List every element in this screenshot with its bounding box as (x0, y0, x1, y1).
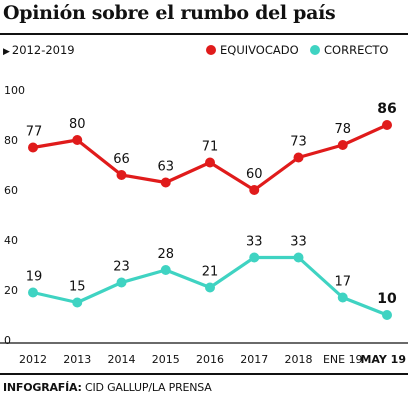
y-tick-label: 40 (4, 234, 18, 247)
data-point-equivocado (72, 135, 83, 145)
x-tick-label: 2013 (63, 353, 91, 366)
data-point-correcto (249, 252, 260, 263)
data-point-correcto (205, 282, 215, 293)
data-point-correcto (72, 297, 83, 308)
data-label-correcto: 23 (113, 260, 130, 275)
legend-label-equivocado: EQUIVOCADO (220, 43, 299, 57)
data-label-equivocado: 60 (246, 167, 263, 182)
period-label: ▶ 2012-2019 (3, 43, 75, 57)
legend-dot-icon (206, 45, 216, 55)
data-label-correcto: 21 (202, 265, 219, 280)
legend-dot-icon (310, 45, 320, 55)
data-point-correcto (382, 310, 392, 320)
y-tick-label: 80 (4, 134, 18, 147)
x-tick-label: 2014 (108, 353, 136, 366)
legend-bar: ▶ 2012-2019 EQUIVOCADO CORRECTO (0, 40, 408, 62)
data-label-correcto: 33 (290, 235, 307, 250)
data-label-equivocado: 77 (26, 125, 43, 140)
data-point-correcto (293, 252, 304, 263)
x-tick-label: 2015 (152, 353, 180, 366)
data-point-equivocado (116, 170, 127, 180)
x-tick-label: MAY 19 (360, 353, 406, 366)
data-point-correcto (28, 287, 38, 298)
data-point-equivocado (160, 177, 171, 188)
data-label-equivocado: 73 (290, 135, 307, 150)
data-point-correcto (160, 265, 171, 275)
data-label-equivocado: 71 (202, 140, 219, 155)
data-point-correcto (116, 277, 127, 288)
source-credit: INFOGRAFÍA: CID GALLUP/LA PRENSA (3, 381, 212, 394)
x-tick-label: 2012 (19, 353, 47, 366)
legend-label-correcto: CORRECTO (324, 43, 389, 57)
data-label-correcto: 10 (377, 291, 397, 307)
footer-divider (0, 373, 408, 375)
legend-item-correcto: CORRECTO (310, 43, 388, 57)
source-text: CID GALLUP/LA PRENSA (85, 381, 212, 394)
legend-item-equivocado: EQUIVOCADO (206, 43, 299, 57)
data-point-equivocado (293, 152, 304, 163)
data-label-equivocado: 86 (377, 101, 396, 117)
data-point-equivocado (28, 142, 38, 153)
period-text: 2012-2019 (11, 43, 75, 57)
data-label-equivocado: 80 (69, 117, 86, 132)
title-divider (0, 33, 408, 35)
y-tick-label: 0 (4, 334, 11, 347)
data-point-equivocado (205, 157, 215, 168)
y-tick-label: 60 (4, 184, 18, 197)
play-arrow-icon: ▶ (3, 47, 10, 57)
data-label-correcto: 19 (26, 270, 43, 285)
data-label-equivocado: 63 (157, 160, 174, 175)
data-point-correcto (337, 292, 348, 303)
x-tick-label: 2017 (240, 353, 268, 366)
y-tick-label: 20 (4, 284, 18, 297)
data-label-equivocado: 78 (334, 122, 351, 137)
data-label-correcto: 17 (334, 275, 351, 290)
x-tick-label: 2018 (285, 353, 313, 366)
x-tick-label: ENE 19 (323, 353, 363, 366)
data-point-equivocado (382, 120, 392, 130)
data-label-equivocado: 66 (113, 152, 130, 167)
data-point-equivocado (249, 185, 260, 195)
data-label-correcto: 33 (246, 235, 263, 250)
data-label-correcto: 15 (69, 280, 86, 295)
y-tick-label: 100 (4, 84, 25, 97)
data-label-correcto: 28 (157, 247, 174, 262)
x-tick-label: 2016 (196, 353, 224, 366)
chart-title: Opinión sobre el rumbo del país (3, 2, 336, 24)
data-point-equivocado (337, 140, 348, 150)
line-chart: 100 80 60 40 20 0 2012 2013 2014 2015 2016 2017 2018… (0, 84, 408, 366)
source-label: INFOGRAFÍA: (3, 381, 82, 394)
